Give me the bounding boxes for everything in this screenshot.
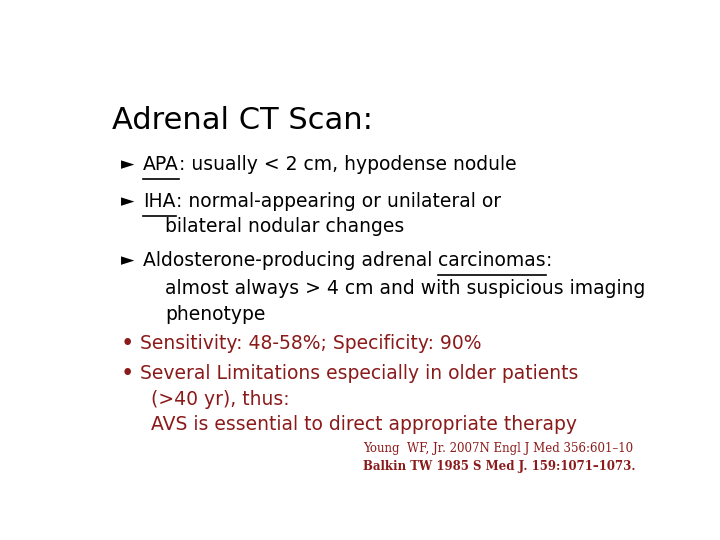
- Text: Balkin TW 1985 S Med J. 159:1071–1073.: Balkin TW 1985 S Med J. 159:1071–1073.: [364, 461, 636, 474]
- Text: Aldosterone-producing adrenal: Aldosterone-producing adrenal: [143, 251, 438, 269]
- Text: •: •: [121, 332, 134, 355]
- Text: Several Limitations especially in older patients: Several Limitations especially in older …: [140, 364, 579, 383]
- Text: bilateral nodular changes: bilateral nodular changes: [166, 217, 405, 235]
- Text: : usually < 2 cm, hypodense nodule: : usually < 2 cm, hypodense nodule: [179, 155, 516, 174]
- Text: IHA: IHA: [143, 192, 176, 211]
- Text: ►: ►: [121, 192, 134, 210]
- Text: •: •: [121, 362, 134, 385]
- Text: (>40 yr), thus:: (>40 yr), thus:: [151, 389, 290, 409]
- Text: Adrenal CT Scan:: Adrenal CT Scan:: [112, 106, 373, 136]
- Text: Sensitivity: 48-58%; Specificity: 90%: Sensitivity: 48-58%; Specificity: 90%: [140, 334, 482, 353]
- Text: ►: ►: [121, 156, 134, 173]
- Text: almost always > 4 cm and with suspicious imaging: almost always > 4 cm and with suspicious…: [166, 279, 646, 298]
- Text: APA: APA: [143, 155, 179, 174]
- Text: AVS is essential to direct appropriate therapy: AVS is essential to direct appropriate t…: [151, 415, 577, 434]
- Text: Young  WF, Jr. 2007N Engl J Med 356:601–10: Young WF, Jr. 2007N Engl J Med 356:601–1…: [364, 442, 634, 456]
- Text: phenotype: phenotype: [166, 305, 266, 324]
- Text: : normal-appearing or unilateral or: : normal-appearing or unilateral or: [176, 192, 500, 211]
- Text: carcinomas: carcinomas: [438, 251, 546, 269]
- Text: ►: ►: [121, 251, 134, 269]
- Text: :: :: [546, 251, 552, 269]
